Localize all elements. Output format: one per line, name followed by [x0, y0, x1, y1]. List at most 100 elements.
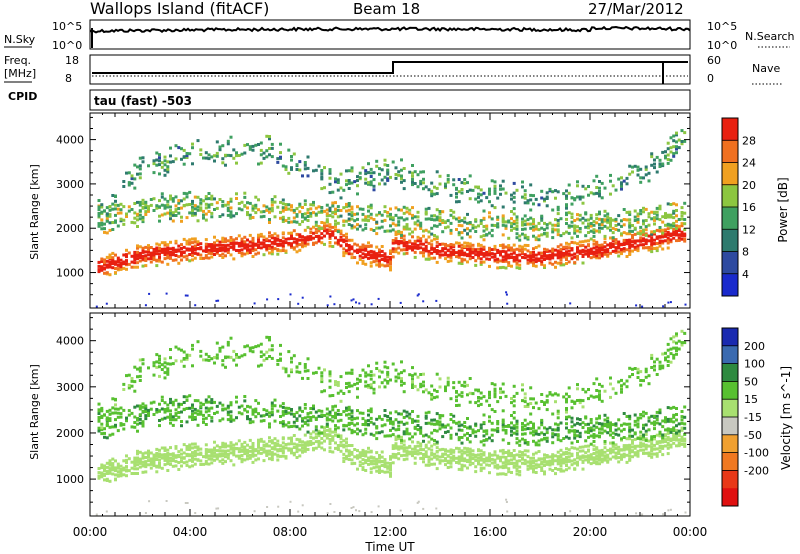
power-cell — [650, 232, 654, 236]
power-cell — [521, 245, 524, 249]
power-cell — [479, 235, 483, 239]
power-cell — [138, 245, 142, 249]
power-colorbar-tick-label: 4 — [742, 268, 749, 281]
power-cell — [493, 252, 497, 256]
velocity-cell — [584, 444, 588, 448]
velocity-cell — [290, 439, 293, 443]
power-cell — [603, 209, 607, 213]
power-cell — [636, 168, 640, 172]
power-cell — [221, 157, 225, 161]
power-cell — [160, 241, 164, 245]
velocity-cell — [639, 416, 643, 420]
power-cell — [281, 206, 285, 210]
power-cell — [199, 153, 203, 156]
velocity-cell — [479, 440, 483, 444]
velocity-cell — [543, 459, 546, 463]
velocity-cell — [116, 411, 120, 415]
power-cell — [408, 232, 412, 236]
power-cell — [496, 215, 500, 219]
power-cell — [270, 247, 274, 251]
power-cell — [133, 250, 137, 254]
power-cell — [177, 207, 181, 210]
power-cell — [598, 190, 601, 193]
power-cell — [339, 229, 343, 233]
power-cell — [653, 216, 656, 220]
velocity-cell — [345, 441, 348, 445]
power-cell — [309, 234, 313, 238]
velocity-cell — [193, 462, 197, 466]
power-cell — [317, 226, 321, 230]
velocity-cell — [180, 348, 183, 352]
power-cell — [430, 256, 434, 260]
velocity-cell — [639, 441, 643, 445]
velocity-cell — [158, 361, 161, 365]
power-cell — [328, 214, 332, 217]
power-cell — [155, 206, 159, 210]
velocity-cell — [658, 446, 662, 450]
power-cell — [534, 246, 538, 249]
power-cell — [452, 210, 456, 214]
power-cell — [290, 204, 293, 208]
power-cell — [306, 242, 310, 246]
velocity-cell — [562, 437, 566, 440]
power-cell — [149, 198, 153, 201]
power-cell — [463, 216, 467, 220]
power-cell — [328, 235, 332, 239]
power-cell — [237, 251, 241, 254]
power-cell — [262, 235, 266, 239]
velocity-cell — [191, 364, 194, 368]
velocity-cell — [402, 416, 406, 419]
velocity-cell — [138, 459, 142, 463]
velocity-cell — [512, 454, 516, 458]
velocity-cell — [251, 449, 255, 453]
power-cell — [122, 266, 126, 270]
power-cell — [639, 167, 643, 171]
power-cell — [419, 246, 423, 250]
power-cell — [345, 219, 348, 223]
velocity-cell — [540, 418, 544, 422]
velocity-cell — [380, 450, 384, 454]
power-cell — [105, 212, 109, 216]
power-cell — [218, 148, 222, 152]
power-cell — [430, 214, 434, 218]
power-cell — [570, 220, 574, 224]
power-cell — [490, 234, 494, 238]
velocity-cell — [446, 430, 450, 434]
velocity-cell — [397, 412, 401, 416]
power-cell — [364, 215, 368, 219]
velocity-cell — [136, 463, 139, 467]
velocity-cell — [526, 442, 530, 446]
velocity-cell — [237, 355, 241, 359]
power-cell — [312, 200, 315, 204]
velocity-cell — [339, 434, 343, 438]
power-cell — [292, 210, 296, 214]
velocity-cell — [504, 431, 508, 435]
velocity-cell — [213, 454, 216, 458]
power-cell — [394, 239, 398, 243]
velocity-cell — [166, 367, 170, 371]
power-cell — [221, 252, 225, 256]
power-cell — [97, 205, 101, 209]
velocity-cell — [309, 411, 313, 415]
velocity-cell — [471, 461, 475, 465]
velocity-cell — [144, 463, 148, 466]
velocity-cell — [397, 452, 401, 456]
power-cell — [298, 202, 302, 206]
power-cell — [103, 258, 106, 262]
power-cell — [595, 248, 599, 252]
velocity-cell — [125, 419, 128, 423]
velocity-cell — [301, 446, 304, 450]
velocity-cell — [246, 454, 249, 458]
velocity-cell — [152, 373, 156, 377]
velocity-cell — [477, 459, 480, 463]
power-cell — [328, 228, 332, 232]
velocity-cell — [611, 431, 615, 435]
power-cell — [644, 225, 648, 229]
power-cell — [259, 241, 263, 245]
power-cell — [114, 203, 117, 207]
power-cell — [493, 247, 497, 251]
velocity-cell — [237, 454, 241, 458]
power-cell — [488, 257, 491, 261]
velocity-cell — [350, 431, 354, 435]
velocity-cell — [130, 425, 134, 429]
